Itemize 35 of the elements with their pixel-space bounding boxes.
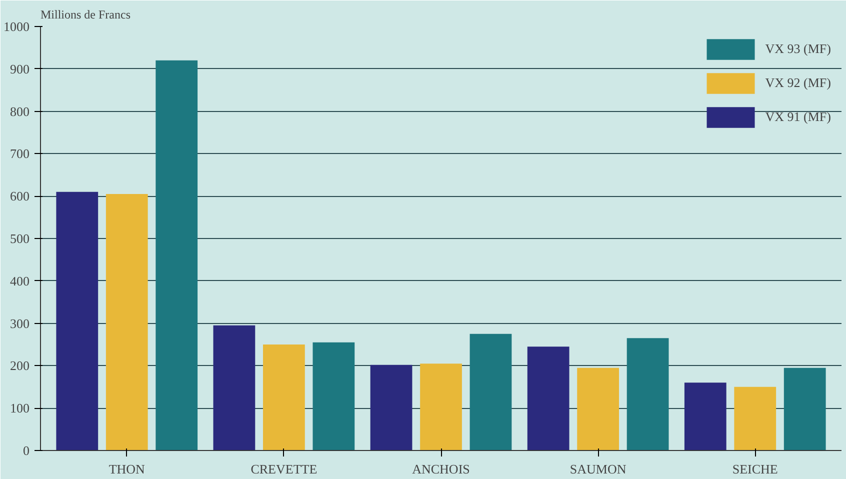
y-axis-title: Millions de Francs xyxy=(40,8,131,22)
y-tick-label: 800 xyxy=(10,104,30,119)
bar xyxy=(626,338,669,450)
bar xyxy=(577,368,619,450)
bar xyxy=(56,192,98,450)
x-tick-label: ANCHOIS xyxy=(412,462,470,476)
bar xyxy=(312,342,355,450)
bar xyxy=(527,346,570,450)
legend-label: VX 93 (MF) xyxy=(765,41,831,57)
bar xyxy=(263,344,305,450)
bar xyxy=(370,364,412,450)
bar xyxy=(213,325,256,450)
y-tick-label: 200 xyxy=(10,358,30,374)
y-tick-label: 1000 xyxy=(4,19,30,34)
x-tick-label: CREVETTE xyxy=(250,462,318,476)
y-tick-label: 900 xyxy=(10,61,30,76)
y-tick-label: 400 xyxy=(10,273,30,288)
y-tick-label: 0 xyxy=(23,443,30,458)
bar xyxy=(156,60,198,450)
bar xyxy=(684,382,726,450)
x-tick-label: SEICHE xyxy=(732,462,778,476)
bar xyxy=(106,194,148,450)
x-tick-label: SAUMON xyxy=(570,462,627,476)
y-tick-label: 600 xyxy=(10,188,30,204)
bar xyxy=(734,386,776,450)
legend-label: VX 92 (MF) xyxy=(765,75,831,91)
y-tick-label: 100 xyxy=(10,400,30,416)
bar xyxy=(784,368,826,450)
y-tick-label: 300 xyxy=(10,316,30,331)
bar xyxy=(470,334,512,450)
x-tick-label: THON xyxy=(108,462,146,476)
bar xyxy=(420,364,462,450)
y-tick-label: 500 xyxy=(10,231,30,246)
legend-label: VX 91 (MF) xyxy=(765,109,831,125)
y-tick-label: 700 xyxy=(10,146,30,162)
